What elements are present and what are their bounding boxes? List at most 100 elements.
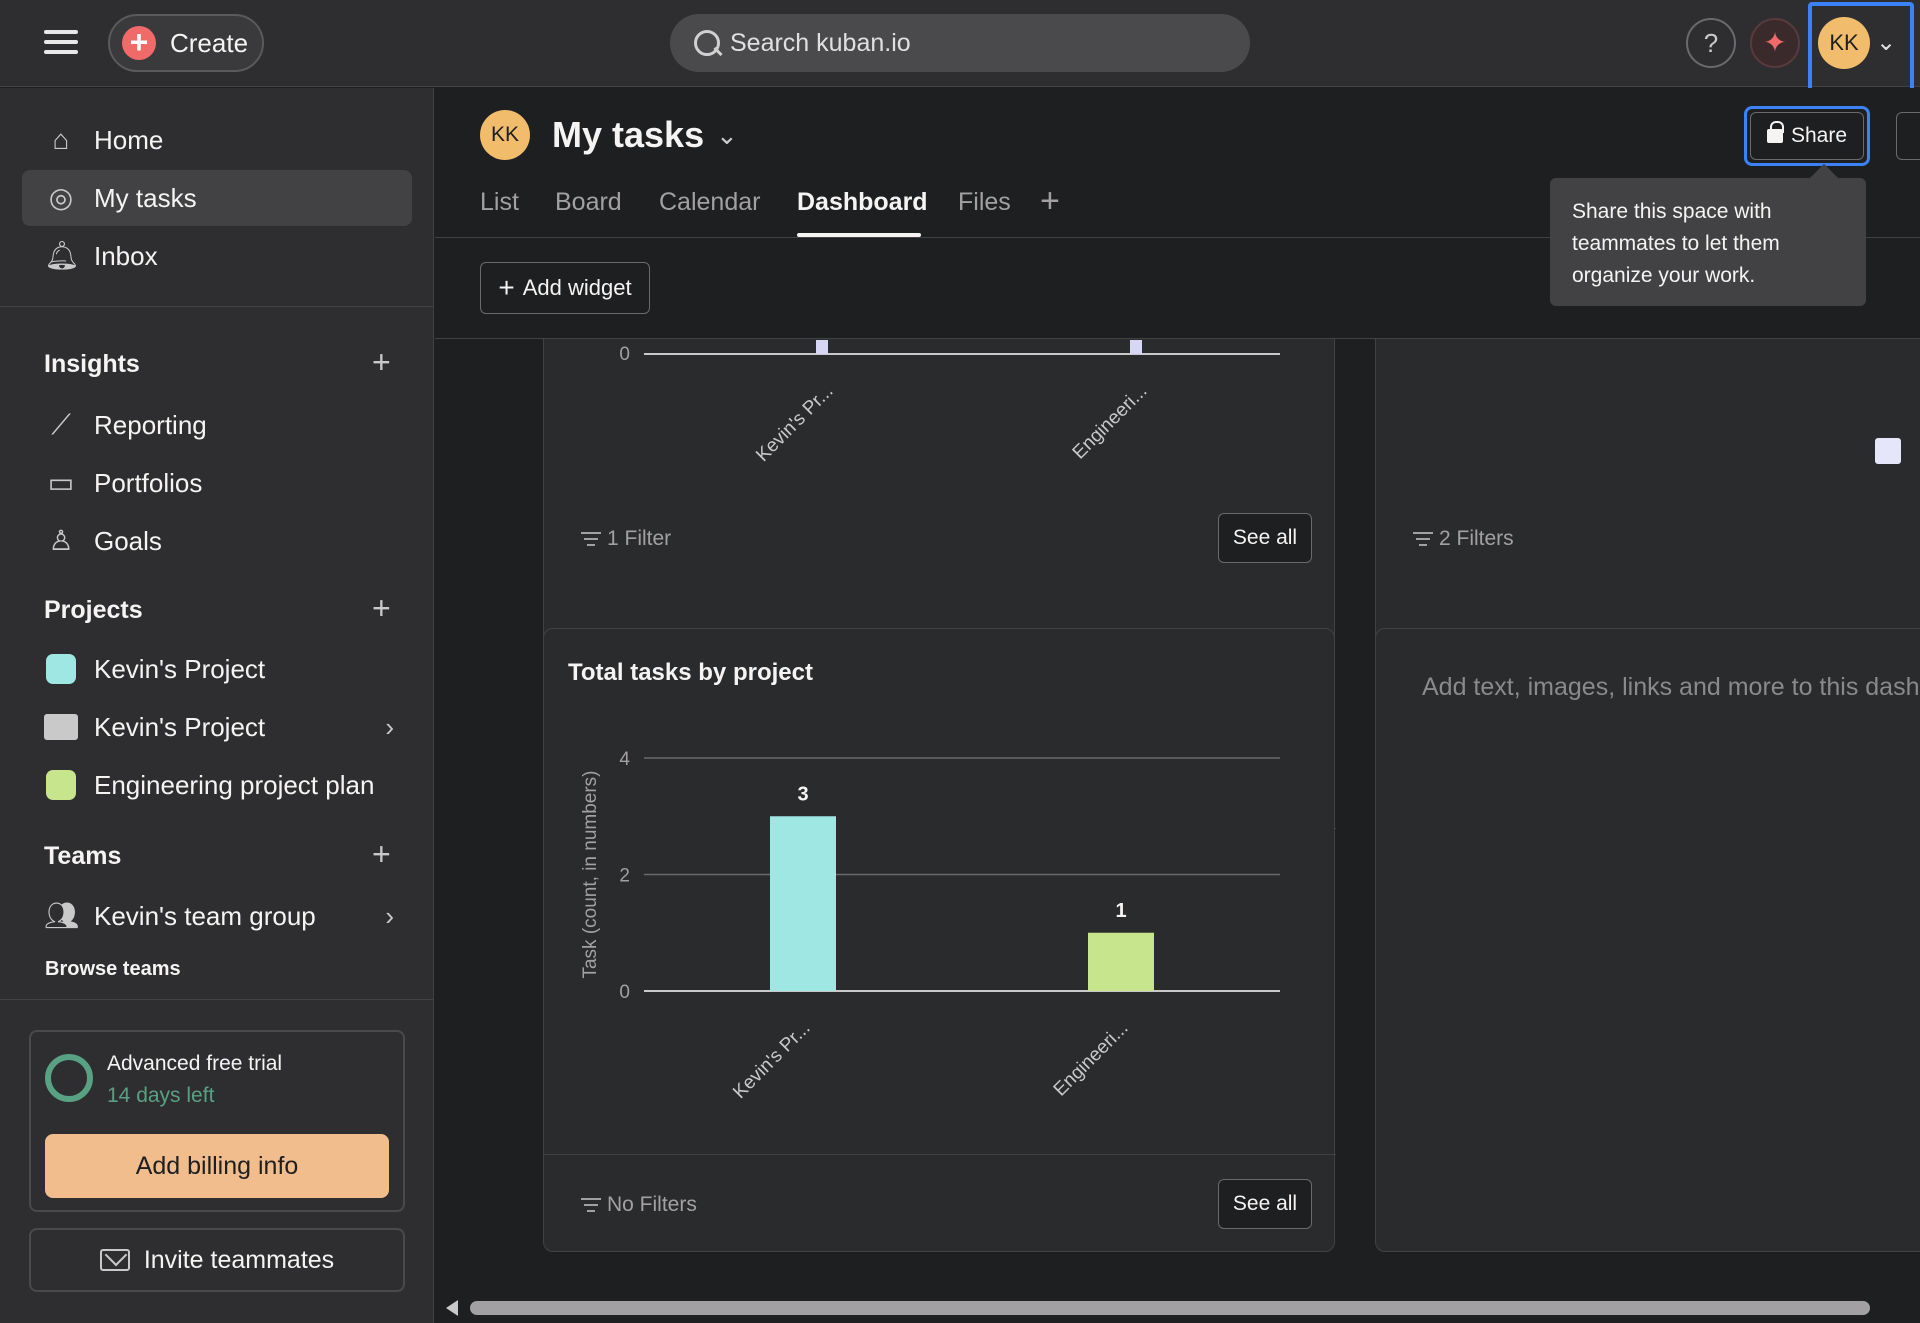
bar-stub [816,340,828,354]
browse-teams-link[interactable]: Browse teams [45,958,181,980]
project-color-swatch [46,770,76,800]
bar [1088,932,1154,991]
chart-svg: 0 Kevin's Pr... Engineeri... [619,340,1280,466]
sidebar-item-label: Home [94,124,164,155]
person-icon: ♙ [48,525,74,556]
sidebar-item-label: Inbox [94,240,158,271]
trial-progress-ring [45,1054,93,1102]
chevron-down-icon[interactable]: ⌄ [716,120,738,150]
check-circle-icon: ◎ [48,182,74,213]
sidebar-item-label: Goals [94,525,162,556]
plus-icon: + [498,272,515,303]
help-button[interactable]: ? [1686,18,1736,68]
y-tick-label: 0 [619,982,630,1003]
add-tab-icon[interactable]: + [1040,182,1060,220]
trial-title: Advanced free trial [107,1052,283,1075]
bell-icon: 🔔︎ [44,240,80,271]
legend-swatch [1875,438,1901,464]
see-all-button[interactable]: See all [1218,513,1312,563]
share-label: Share [1790,124,1848,147]
sidebar-item-label: Kevin's Project [94,711,266,742]
filter-button[interactable]: No Filters [581,1193,697,1217]
trial-card: Advanced free trial 14 days left Add bil… [29,1030,405,1212]
sidebar-item-reporting[interactable]: ⟋ Reporting [22,397,412,453]
insights-heading[interactable]: Insights [44,350,140,378]
add-project-icon[interactable]: + [372,590,391,626]
page-title[interactable]: My tasks [552,114,705,155]
y-tick-label: 0 [619,344,630,365]
create-label: Create [170,27,249,58]
sidebar-item-label: Engineering project plan [94,769,375,800]
chevron-right-icon[interactable]: › [385,711,394,742]
project-color-swatch [46,654,76,684]
filter-icon [581,531,601,547]
y-axis-label: Task (count, in numbers) [580,770,601,978]
sidebar-item-portfolios[interactable]: ▭ Portfolios [22,455,412,511]
trial-days-left: 14 days left [107,1084,215,1107]
sidebar-item-my-tasks[interactable]: ◎ My tasks [22,170,412,226]
tab-calendar[interactable]: Calendar [659,188,761,216]
sidebar-item-inbox[interactable]: 🔔︎ Inbox [22,228,412,284]
share-tooltip: Share this space with teammates to let t… [1550,178,1866,306]
add-team-icon[interactable]: + [372,836,391,872]
create-button[interactable]: + Create [108,14,264,72]
teams-heading[interactable]: Teams [44,842,122,870]
sidebar-item-label: Reporting [94,409,207,440]
text-widget-placeholder[interactable]: Add text, images, links and more to this… [1422,673,1920,701]
sidebar-item-project[interactable]: Engineering project plan [22,757,412,813]
chevron-down-icon[interactable]: ⌄ [1876,29,1897,56]
sidebar-item-label: My tasks [94,182,197,213]
hamburger-menu-icon[interactable] [40,24,82,62]
see-all-button[interactable]: See all [1218,1179,1312,1229]
data-label: 1 [1115,900,1126,922]
tab-board[interactable]: Board [555,188,622,216]
folder-icon: ▭ [47,467,75,498]
people-icon: 👥︎ [44,900,80,931]
share-button[interactable]: Share [1750,112,1864,160]
filter-button[interactable]: 1 Filter [581,527,671,551]
layout-toggle-button[interactable] [1896,112,1920,160]
tab-dashboard[interactable]: Dashboard [797,188,928,216]
search-input[interactable]: Search kuban.io [670,14,1250,72]
filter-label: 2 Filters [1439,527,1514,550]
x-tick-label: Kevin's Pr... [729,1018,814,1103]
avatar[interactable]: KK [1818,17,1870,69]
share-focus-ring [1744,106,1870,166]
x-tick-label: Engineeri... [1069,381,1152,464]
filter-icon [581,1197,601,1213]
filter-button[interactable]: 2 Filters [1413,527,1514,551]
projects-heading[interactable]: Projects [44,596,143,624]
filter-label: No Filters [607,1193,697,1216]
sidebar-item-team[interactable]: 👥︎ Kevin's team group › [22,888,412,944]
tab-files[interactable]: Files [958,188,1011,216]
sidebar-item-project-folder[interactable]: Kevin's Project › [22,699,412,755]
sidebar [0,88,434,1323]
x-tick-label: Engineeri... [1050,1018,1133,1101]
chevron-right-icon[interactable]: › [385,900,394,931]
lock-icon [1766,121,1784,143]
sidebar-item-label: Kevin's Project [94,653,266,684]
sidebar-item-label: Portfolios [94,467,203,498]
home-icon: ⌂ [52,124,70,155]
x-tick-label: Kevin's Pr... [752,381,837,466]
sidebar-item-home[interactable]: ⌂ Home [22,112,412,168]
add-widget-button[interactable]: + Add widget [480,262,650,314]
tab-list[interactable]: List [480,188,519,216]
add-billing-button[interactable]: Add billing info [45,1134,389,1198]
scrollbar-thumb[interactable] [470,1301,1870,1315]
sparkle-icon[interactable]: ✦ [1750,18,1800,68]
sidebar-item-goals[interactable]: ♙ Goals [22,513,412,569]
card-title: Total tasks by project [568,659,813,686]
add-insight-icon[interactable]: + [372,344,391,380]
y-tick-label: 2 [619,866,630,887]
filter-icon [1413,531,1433,547]
bar-chart: Task (count, in numbers) 0 2 4 3 Kevin's Pr..… [580,749,1280,1103]
sidebar-divider [0,999,434,1000]
invite-teammates-button[interactable]: Invite teammates [29,1228,405,1292]
text-widget-card[interactable]: Add text, images, links and more to this… [1375,628,1920,1252]
sidebar-item-project[interactable]: Kevin's Project [22,641,412,697]
card-divider [544,1154,1336,1155]
scroll-left-arrow-icon[interactable] [446,1300,458,1316]
sidebar-item-label: Kevin's team group [94,900,316,931]
invite-label: Invite teammates [143,1245,335,1274]
